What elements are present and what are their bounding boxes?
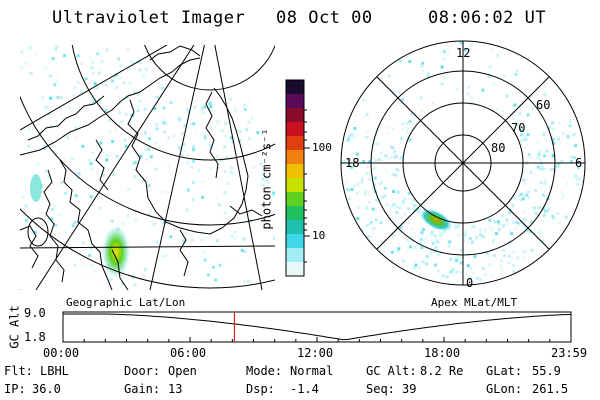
status-glon-value: 261.5: [532, 382, 569, 396]
status-glon-label: GLon:: [486, 382, 523, 396]
status-mode-value: Normal: [290, 364, 334, 378]
right-panel-caption: Apex MLat/MLT: [431, 296, 518, 309]
mlat-label-80: 80: [491, 141, 506, 155]
color-scale-swatch: [286, 150, 304, 165]
altitude-curve: [63, 313, 572, 341]
latitude-grid: [20, 45, 275, 290]
color-scale-swatch: [286, 122, 304, 137]
longitude-grid: [20, 45, 275, 290]
left-panel-caption: Geographic Lat/Lon: [66, 296, 186, 309]
auroral-bright-spot: [419, 208, 453, 232]
time-label: 08:06:02 UT: [428, 8, 547, 28]
polar-grid: [340, 40, 586, 286]
status-gain-label: Gain:: [124, 382, 161, 396]
altitude-timeline: [62, 311, 572, 343]
status-ip-value: 36.0: [32, 382, 61, 396]
mlt-label-18: 18: [345, 156, 360, 170]
status-door-value: Open: [168, 364, 197, 378]
colorbar-tick-100: 100: [312, 141, 332, 154]
color-scale-ticks: [304, 109, 310, 263]
mlt-label-6: 6: [575, 156, 583, 170]
status-gcalt-label: GC Alt:: [366, 364, 417, 378]
color-scale-swatch: [286, 262, 304, 277]
status-glat-value: 55.9: [532, 364, 561, 378]
status-door-label: Door:: [124, 364, 161, 378]
color-scale-swatch: [286, 178, 304, 193]
timeline-ytick-bottom: 1.8: [24, 330, 46, 344]
instrument-title: Ultraviolet Imager: [52, 8, 246, 28]
status-gain-value: 13: [168, 382, 183, 396]
status-dsp-label: Dsp:: [246, 382, 275, 396]
aurora-bright-spot: [102, 226, 130, 278]
color-scale-swatch: [286, 108, 304, 123]
colorbar-tick-10: 10: [312, 229, 326, 242]
color-scale-swatch: [286, 164, 304, 179]
timeline-xtick-4: 23:59: [551, 346, 588, 360]
aurora-edge-spot: [30, 174, 42, 202]
status-glat-label: GLat:: [486, 364, 523, 378]
status-mode-label: Mode:: [246, 364, 283, 378]
color-scale-swatch: [286, 248, 304, 263]
color-scale-swatch: [286, 220, 304, 235]
color-scale-bar: [286, 80, 304, 277]
color-scale-swatch: [286, 80, 304, 95]
status-flt-value: LBHL: [40, 364, 69, 378]
mlat-label-70: 70: [511, 121, 526, 135]
status-dsp-value: -1.4: [290, 382, 319, 396]
timeline-xtick-0: 00:00: [43, 346, 80, 360]
color-scale-swatch: [286, 234, 304, 249]
timeline-x-ticks: [62, 337, 572, 342]
coastlines: [20, 45, 263, 290]
timeline-ylabel: GC Alt: [7, 305, 22, 349]
timeline-xtick-1: 06:00: [170, 346, 207, 360]
status-ip-label: IP:: [4, 382, 26, 396]
status-flt-label: Flt:: [4, 364, 33, 378]
timeline-xtick-3: 18:00: [424, 346, 461, 360]
mlt-label-0: 0: [466, 276, 474, 290]
status-seq-value: 39: [402, 382, 417, 396]
colorbar-unit-label: photon cm⁻²s⁻¹: [259, 128, 274, 230]
geographic-map: [20, 45, 275, 290]
color-scale-swatch: [286, 192, 304, 207]
status-seq-label: Seq:: [366, 382, 395, 396]
color-scale-frame: [285, 79, 305, 277]
timeline-xtick-2: 12:00: [297, 346, 334, 360]
date-label: 08 Oct 00: [276, 8, 373, 28]
polar-map: [341, 41, 585, 284]
color-scale-swatch: [286, 136, 304, 151]
timeline-ytick-top: 9.0: [24, 306, 46, 320]
color-scale-swatch: [286, 206, 304, 221]
mlat-label-60: 60: [536, 98, 551, 112]
mlt-label-12: 12: [456, 46, 471, 60]
color-scale-swatch: [286, 94, 304, 109]
status-gcalt-value: 8.2 Re: [420, 364, 464, 378]
